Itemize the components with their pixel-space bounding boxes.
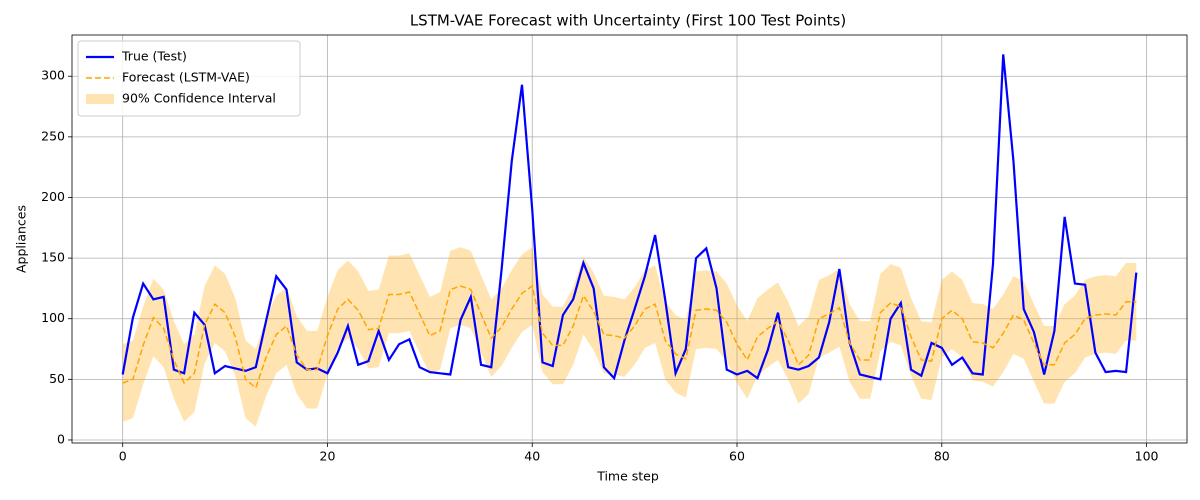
legend-swatch <box>86 94 114 104</box>
legend: True (Test) Forecast (LSTM-VAE) 90% Confid… <box>77 40 301 117</box>
x-tick-label: 100 <box>1135 449 1159 464</box>
series-line <box>122 284 1137 390</box>
confidence-band <box>122 247 1137 427</box>
y-tick-label: 0 <box>57 431 65 446</box>
legend-label: True (Test) <box>121 49 187 64</box>
y-tick-label: 200 <box>41 189 65 204</box>
y-tick-label: 50 <box>49 371 65 386</box>
chart-title: LSTM-VAE Forecast with Uncertainty (Firs… <box>410 12 846 30</box>
y-axis-label: Appliances <box>14 205 29 273</box>
y-tick-label: 100 <box>41 310 65 325</box>
y-tick-label: 300 <box>41 68 65 83</box>
x-tick-label: 80 <box>934 449 950 464</box>
y-tick-label: 250 <box>41 128 65 143</box>
legend-box <box>77 40 301 117</box>
x-tick-label: 40 <box>524 449 540 464</box>
x-tick-label: 20 <box>320 449 336 464</box>
plot-frame <box>71 34 1188 444</box>
legend-label: Forecast (LSTM-VAE) <box>122 70 250 85</box>
x-axis-label: Time step <box>596 469 659 484</box>
x-tick-label: 60 <box>729 449 745 464</box>
series-line <box>121 54 1138 381</box>
x-tick-label: 0 <box>119 449 127 464</box>
y-tick-label: 150 <box>41 250 65 265</box>
legend-label: 90% Confidence Interval <box>122 91 276 106</box>
